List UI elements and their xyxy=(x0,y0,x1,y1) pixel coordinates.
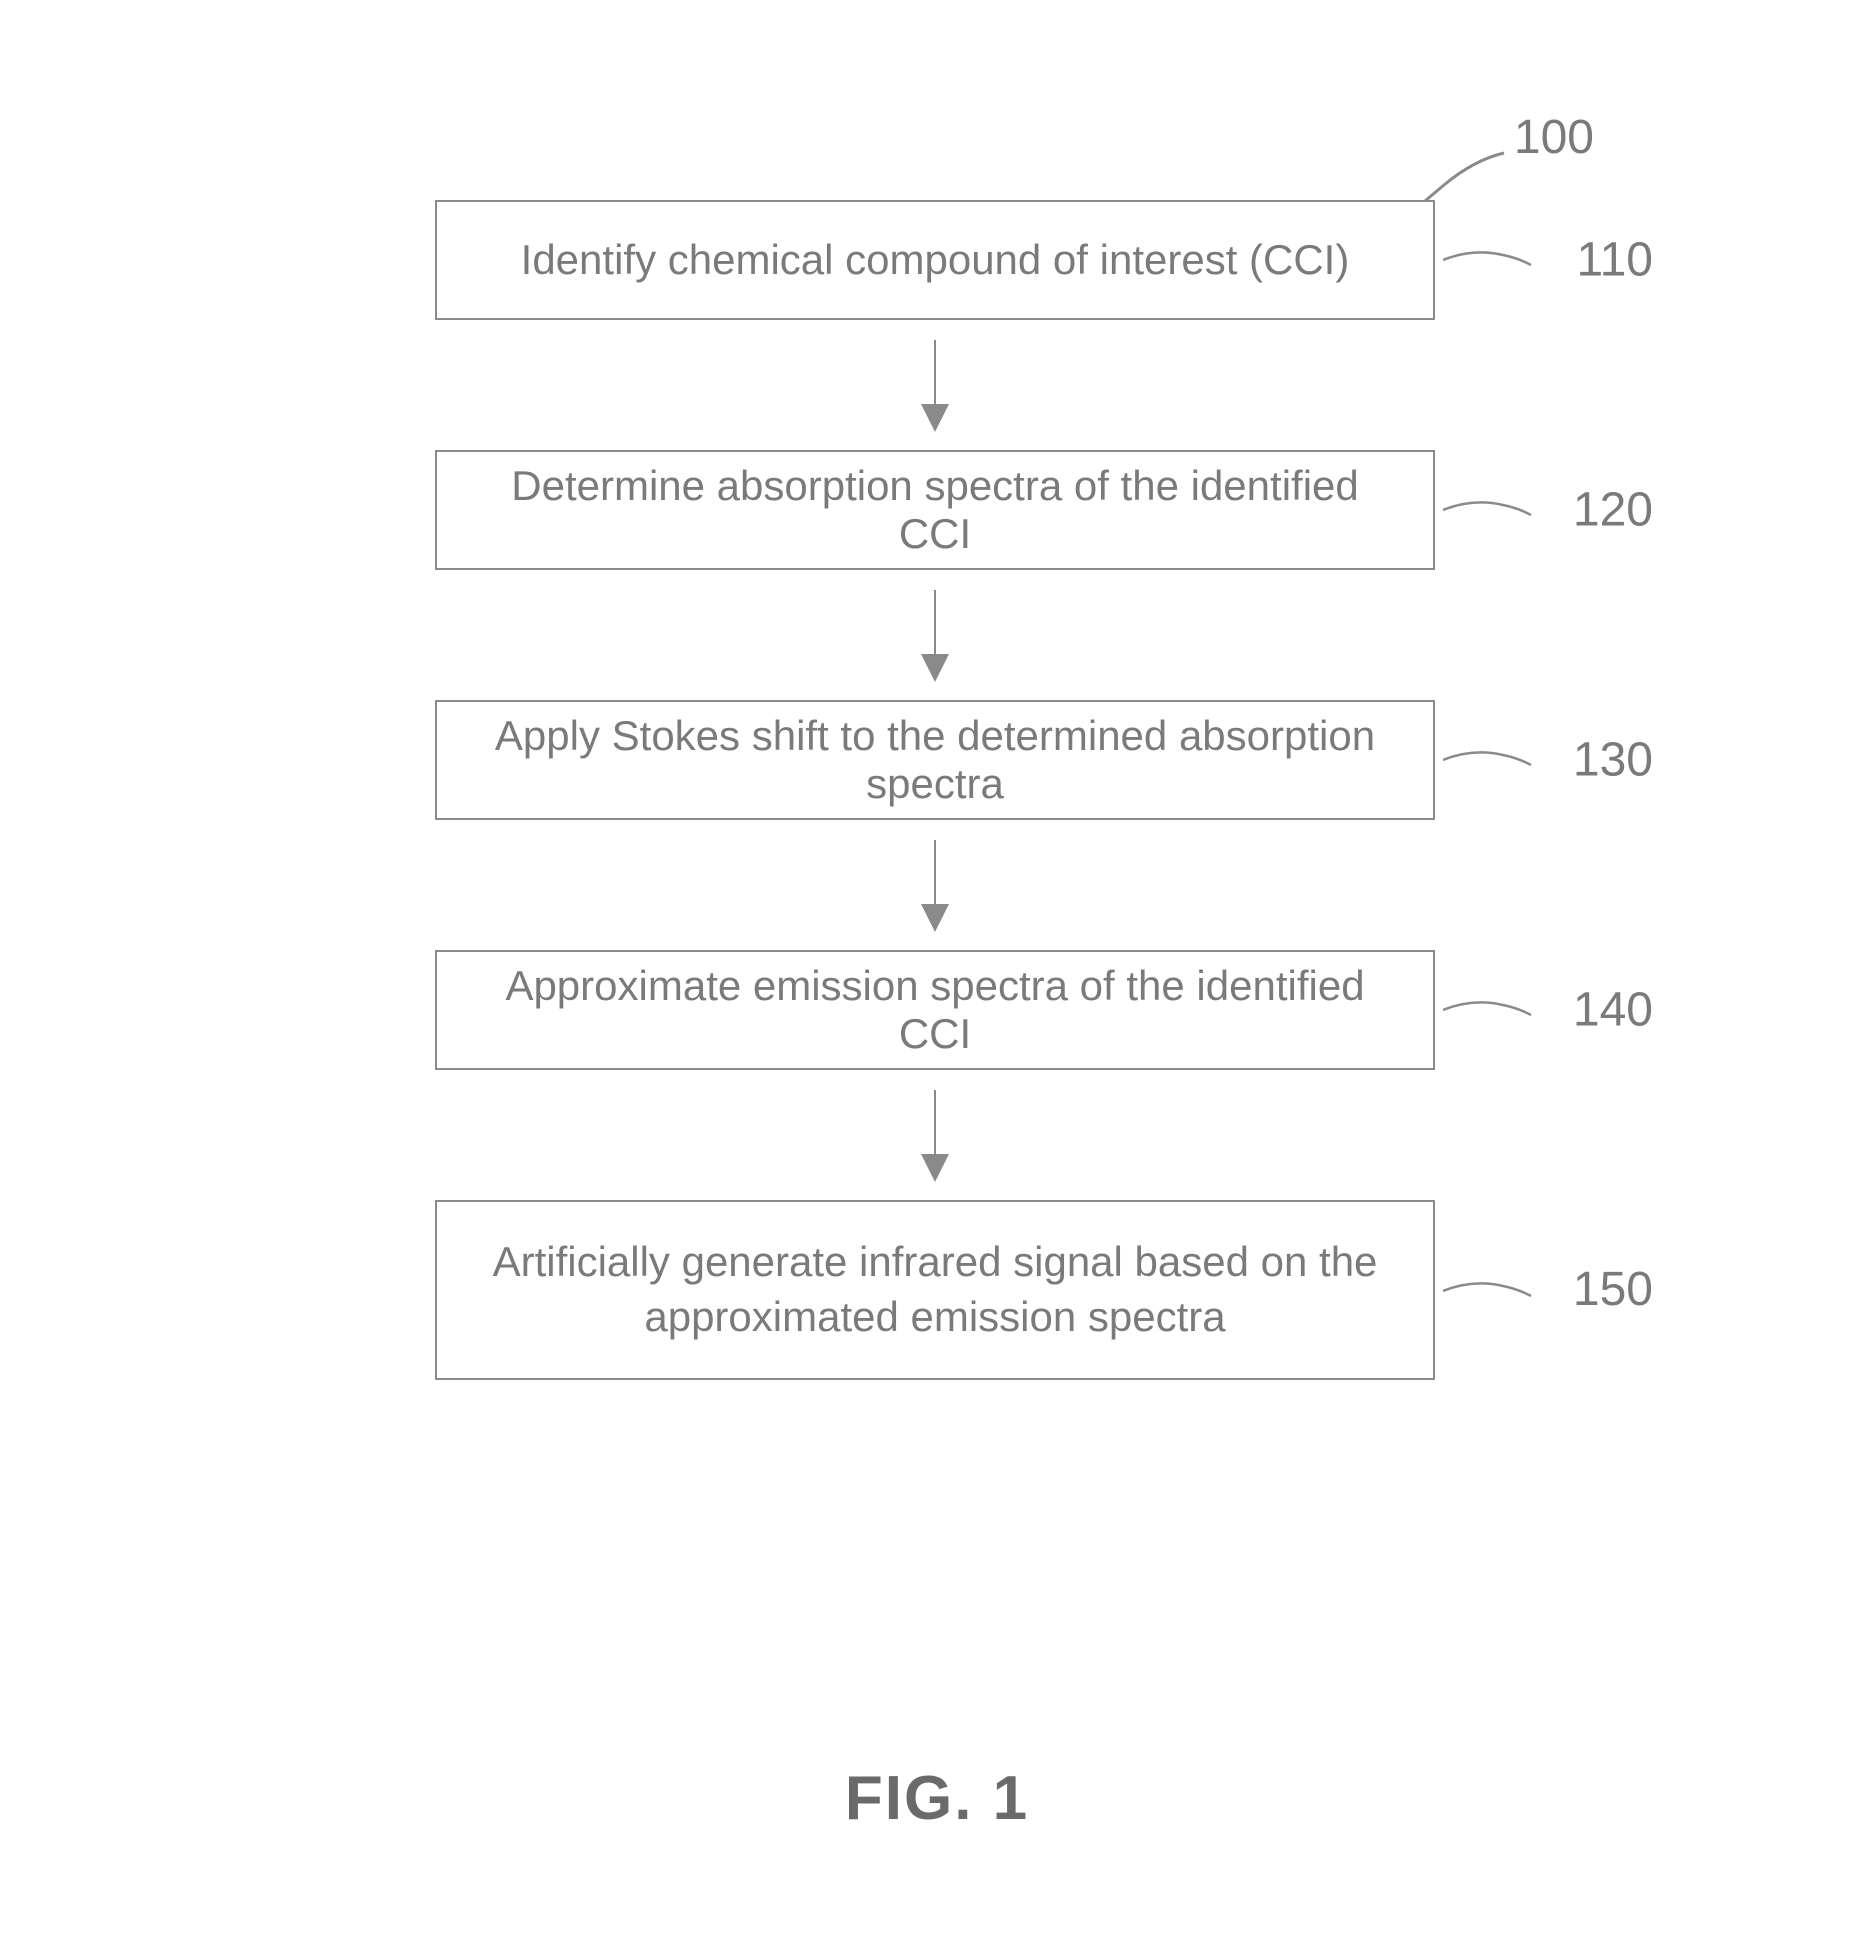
figure-caption: FIG. 1 xyxy=(845,1763,1029,1834)
flow-arrow xyxy=(934,590,936,680)
arrow-gap xyxy=(435,820,1435,950)
flow-arrow xyxy=(934,840,936,930)
arrow-gap xyxy=(435,320,1435,450)
flow-arrow xyxy=(934,1090,936,1180)
flow-arrow xyxy=(934,340,936,430)
box-text: Determine absorption spectra of the iden… xyxy=(477,462,1393,558)
flowchart-box-1: Identify chemical compound of interest (… xyxy=(435,200,1435,320)
box-text: Identify chemical compound of interest (… xyxy=(521,236,1350,284)
box-label-3: 130 xyxy=(1573,733,1653,788)
box-text: Artificially generate infrared signal ba… xyxy=(477,1235,1393,1344)
label-connector xyxy=(1443,990,1533,1030)
box-label-1: 110 xyxy=(1576,233,1653,288)
diagram-main-label: 100 xyxy=(1514,110,1594,165)
flowchart-box-2: Determine absorption spectra of the iden… xyxy=(435,450,1435,570)
box-label-5: 150 xyxy=(1573,1259,1653,1321)
label-connector xyxy=(1443,1270,1533,1310)
box-label-2: 120 xyxy=(1573,483,1653,538)
flowchart-box-3: Apply Stokes shift to the determined abs… xyxy=(435,700,1435,820)
arrow-gap xyxy=(435,570,1435,700)
label-connector xyxy=(1443,240,1533,280)
flowchart-box-5: Artificially generate infrared signal ba… xyxy=(435,1200,1435,1380)
box-text: Apply Stokes shift to the determined abs… xyxy=(477,712,1393,808)
flowchart-box-4: Approximate emission spectra of the iden… xyxy=(435,950,1435,1070)
box-label-4: 140 xyxy=(1573,983,1653,1038)
flowchart-container: Identify chemical compound of interest (… xyxy=(250,200,1620,1380)
label-connector xyxy=(1443,740,1533,780)
box-text: Approximate emission spectra of the iden… xyxy=(477,962,1393,1058)
label-connector xyxy=(1443,490,1533,530)
arrow-gap xyxy=(435,1070,1435,1200)
